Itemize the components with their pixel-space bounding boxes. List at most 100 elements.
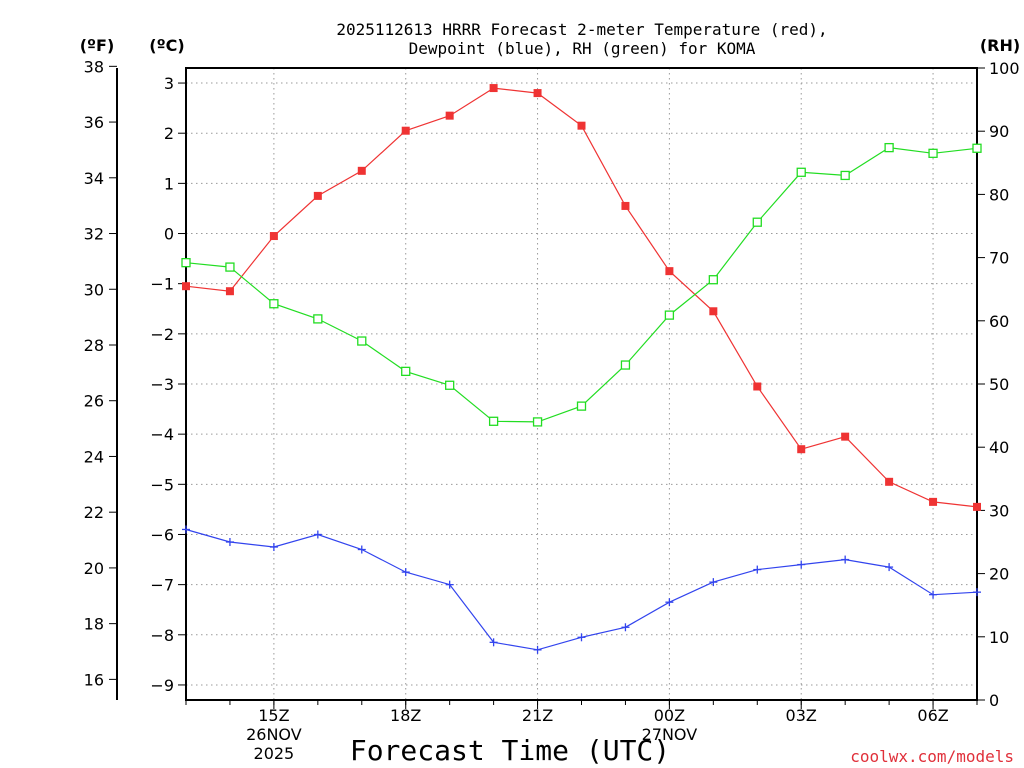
- rh-point: [225, 262, 235, 272]
- dewpoint-point: [357, 545, 366, 554]
- temperature-point: [489, 84, 498, 93]
- rh-point: [972, 143, 982, 153]
- time-tick-label: 06Z: [917, 706, 948, 725]
- celsius-tick-label: 3: [164, 74, 174, 93]
- credit-text: coolwx.com/models: [850, 747, 1014, 766]
- rh-point: [269, 299, 279, 309]
- rh-tick-label: 20: [989, 565, 1009, 584]
- celsius-tick-label: −7: [150, 576, 174, 595]
- dewpoint-line: [185, 528, 978, 651]
- fahrenheit-tick-label: 26: [84, 392, 104, 411]
- temperature-line: [185, 87, 978, 508]
- fahrenheit-tick-label: 16: [84, 670, 104, 689]
- rh-point: [928, 148, 938, 158]
- dewpoint-point: [225, 538, 234, 546]
- celsius-tick-label: 0: [164, 225, 174, 244]
- rh-point: [708, 275, 718, 285]
- rh-point: [664, 310, 675, 320]
- temperature-series: [182, 84, 981, 511]
- celsius-tick-label: 2: [164, 124, 174, 143]
- rh-tick-label: 70: [989, 249, 1009, 268]
- fahrenheit-tick-label: 36: [84, 113, 104, 132]
- time-tick-label: 15Z: [258, 706, 289, 725]
- dewpoint-point: [313, 530, 322, 539]
- fahrenheit-axis: 38 36 34 32 30 28 26 24 22 20 18 16: [84, 57, 117, 689]
- fahrenheit-tick-label: 30: [84, 280, 104, 299]
- temperature-point: [797, 445, 806, 454]
- temperature-point: [929, 497, 938, 506]
- temperature-point: [182, 282, 190, 291]
- dewpoint-point: [621, 623, 630, 632]
- x-axis-title: Forecast Time (UTC): [350, 734, 670, 767]
- temperature-point: [973, 502, 981, 511]
- dewpoint-point: [973, 588, 981, 597]
- rh-point: [576, 401, 587, 411]
- time-tick-label: 18Z: [390, 706, 421, 725]
- rh-point: [796, 167, 806, 177]
- temperature-point: [841, 432, 850, 441]
- rh-point: [752, 217, 762, 227]
- dewpoint-point: [709, 578, 718, 587]
- dewpoint-point: [489, 638, 498, 647]
- dewpoint-point: [797, 560, 806, 569]
- dewpoint-point: [401, 568, 410, 577]
- celsius-tick-label: −3: [150, 375, 174, 394]
- rh-point: [620, 360, 631, 370]
- fahrenheit-tick-label: 24: [84, 447, 104, 466]
- dewpoint-point: [929, 590, 938, 599]
- year-tick-label: 2025: [254, 744, 295, 763]
- rh-tick-label: 40: [989, 438, 1009, 457]
- fahrenheit-tick-label: 34: [84, 169, 104, 188]
- chart-title-line2: Dewpoint (blue), RH (green) for KOMA: [409, 39, 756, 58]
- celsius-tick-label: −5: [150, 475, 174, 494]
- celsius-unit-label: (ºC): [149, 36, 184, 55]
- dewpoint-point: [841, 555, 850, 564]
- temperature-point: [445, 111, 454, 120]
- temperature-point: [225, 287, 234, 296]
- rh-tick-label: 80: [989, 185, 1009, 204]
- dewpoint-point: [753, 565, 762, 574]
- celsius-tick-label: −1: [150, 275, 174, 294]
- rh-point: [884, 142, 894, 153]
- fahrenheit-tick-label: 22: [84, 503, 104, 522]
- celsius-tick-label: −6: [150, 525, 174, 544]
- celsius-tick-label: −4: [150, 425, 174, 444]
- temperature-point: [269, 232, 278, 241]
- temperature-point: [665, 267, 674, 276]
- temperature-point: [357, 166, 366, 175]
- time-tick-label: 03Z: [786, 706, 817, 725]
- dewpoint-point: [577, 633, 586, 642]
- rh-point: [357, 336, 367, 346]
- celsius-tick-label: −9: [150, 676, 174, 695]
- rh-point: [181, 258, 191, 268]
- gridlines: [186, 68, 977, 700]
- rh-tick-label: 90: [989, 122, 1009, 141]
- rh-tick-label: 50: [989, 375, 1009, 394]
- rh-tick-label: 60: [989, 312, 1009, 331]
- date-tick-label: 26NOV: [246, 725, 302, 744]
- fahrenheit-unit-label: (ºF): [80, 36, 115, 55]
- dewpoint-point: [885, 563, 894, 572]
- time-tick-label: 21Z: [522, 706, 553, 725]
- celsius-axis: 3 2 1 0 −1 −2 −3 −4 −5 −6 −7 −8 −9: [150, 74, 186, 695]
- temperature-point: [753, 382, 762, 391]
- rh-line: [185, 146, 978, 423]
- fahrenheit-tick-label: 20: [84, 559, 104, 578]
- rh-point: [488, 416, 499, 426]
- chart-title-line1: 2025112613 HRRR Forecast 2-meter Tempera…: [336, 20, 827, 39]
- temperature-point: [401, 126, 410, 135]
- celsius-tick-label: −8: [150, 626, 174, 645]
- rh-point: [401, 366, 411, 377]
- celsius-tick-label: −2: [150, 325, 174, 344]
- dewpoint-series: [182, 525, 981, 654]
- rh-point: [445, 380, 455, 390]
- time-tick-label: 00Z: [654, 706, 685, 725]
- dewpoint-point: [269, 543, 278, 552]
- rh-point: [840, 170, 850, 181]
- celsius-tick-label: 1: [164, 174, 174, 193]
- temperature-point: [621, 201, 630, 210]
- rh-point: [313, 314, 323, 324]
